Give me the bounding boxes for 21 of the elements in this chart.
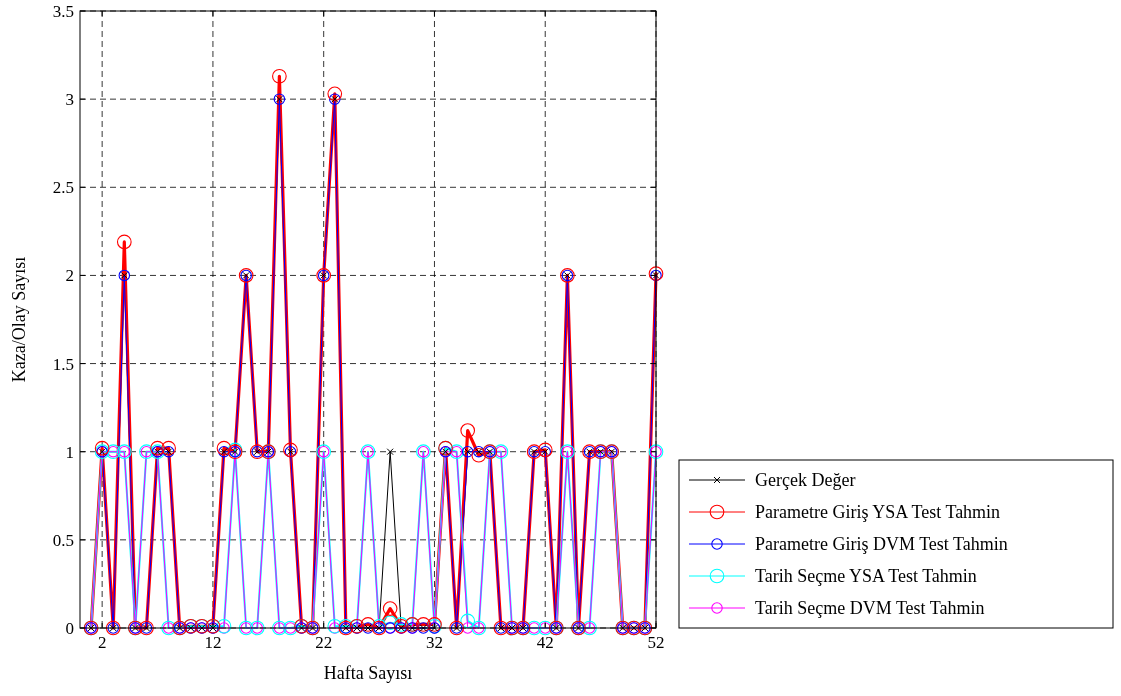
x-axis-title: Hafta Sayısı xyxy=(323,663,413,683)
legend-label: Parametre Giriş DVM Test Tahmin xyxy=(755,534,1008,554)
legend-label: Tarih Seçme DVM Test Tahmin xyxy=(755,598,985,618)
y-axis-title: Kaza/Olay Sayısı xyxy=(9,256,29,383)
x-tick-label: 42 xyxy=(536,633,554,652)
y-tick-label: 2 xyxy=(65,266,74,286)
y-tick-label: 3.5 xyxy=(52,2,74,21)
x-tick-label: 2 xyxy=(97,633,107,652)
x-tick-label: 52 xyxy=(647,633,665,652)
x-tick-label: 32 xyxy=(425,633,443,652)
y-tick-label: 0 xyxy=(65,619,74,638)
legend-label: Parametre Giriş YSA Test Tahmin xyxy=(755,502,1001,522)
y-tick-label: 2.5 xyxy=(52,178,74,198)
y-tick-label: 1.5 xyxy=(52,354,74,374)
y-tick-label: 1 xyxy=(65,442,74,462)
x-tick-label: 12 xyxy=(204,633,222,652)
y-tick-label: 0.5 xyxy=(52,530,74,550)
legend-label: Gerçek Değer xyxy=(755,470,856,490)
x-tick-label: 22 xyxy=(315,633,333,652)
y-tick-label: 3 xyxy=(65,90,74,110)
legend-label: Tarih Seçme YSA Test Tahmin xyxy=(755,566,977,586)
